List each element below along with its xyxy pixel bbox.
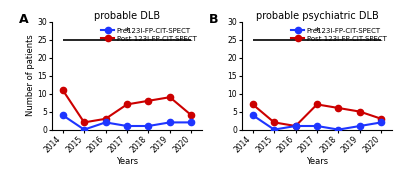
Pre123I-FP-CIT-SPECT [315,125,320,127]
Pre123I-FP-CIT-SPECT [168,121,172,123]
Line: Post 123I-FP-CIT-SPECT: Post 123I-FP-CIT-SPECT [250,101,384,129]
Post 123I-FP-CIT-SPECT [358,111,362,113]
Post 123I-FP-CIT-SPECT [60,89,65,91]
Post 123I-FP-CIT-SPECT [293,125,298,127]
Pre123I-FP-CIT-SPECT [82,129,86,131]
Post 123I-FP-CIT-SPECT [146,100,151,102]
Pre123I-FP-CIT-SPECT [124,125,129,127]
Post 123I-FP-CIT-SPECT [103,118,108,120]
Text: A: A [19,13,29,26]
Text: *: * [314,27,320,37]
Legend: Pre123I-FP-CIT-SPECT, Post 123I-FP-CIT-SPECT: Pre123I-FP-CIT-SPECT, Post 123I-FP-CIT-S… [99,25,198,44]
Line: Post 123I-FP-CIT-SPECT: Post 123I-FP-CIT-SPECT [60,87,194,125]
Pre123I-FP-CIT-SPECT [189,121,194,123]
Text: B: B [209,13,218,26]
X-axis label: Years: Years [306,157,328,166]
Line: Pre123I-FP-CIT-SPECT: Pre123I-FP-CIT-SPECT [250,112,384,133]
Pre123I-FP-CIT-SPECT [146,125,151,127]
Post 123I-FP-CIT-SPECT [168,96,172,98]
Post 123I-FP-CIT-SPECT [379,118,384,120]
Pre123I-FP-CIT-SPECT [60,114,65,116]
Post 123I-FP-CIT-SPECT [336,107,341,109]
Pre123I-FP-CIT-SPECT [272,129,276,131]
Text: *: * [124,27,130,37]
Y-axis label: Number of patients: Number of patients [26,35,35,116]
Legend: Pre123I-FP-CIT-SPECT, Post 123I-FP-CIT-SPECT: Pre123I-FP-CIT-SPECT, Post 123I-FP-CIT-S… [289,25,388,44]
Pre123I-FP-CIT-SPECT [103,121,108,123]
X-axis label: Years: Years [116,157,138,166]
Post 123I-FP-CIT-SPECT [250,103,255,105]
Pre123I-FP-CIT-SPECT [358,125,362,127]
Post 123I-FP-CIT-SPECT [189,114,194,116]
Title: probable psychiatric DLB: probable psychiatric DLB [256,11,378,21]
Pre123I-FP-CIT-SPECT [379,121,384,123]
Line: Pre123I-FP-CIT-SPECT: Pre123I-FP-CIT-SPECT [60,112,194,133]
Post 123I-FP-CIT-SPECT [315,103,320,105]
Pre123I-FP-CIT-SPECT [250,114,255,116]
Pre123I-FP-CIT-SPECT [336,129,341,131]
Post 123I-FP-CIT-SPECT [272,121,276,123]
Post 123I-FP-CIT-SPECT [124,103,129,105]
Title: probable DLB: probable DLB [94,11,160,21]
Pre123I-FP-CIT-SPECT [293,125,298,127]
Post 123I-FP-CIT-SPECT [82,121,86,123]
